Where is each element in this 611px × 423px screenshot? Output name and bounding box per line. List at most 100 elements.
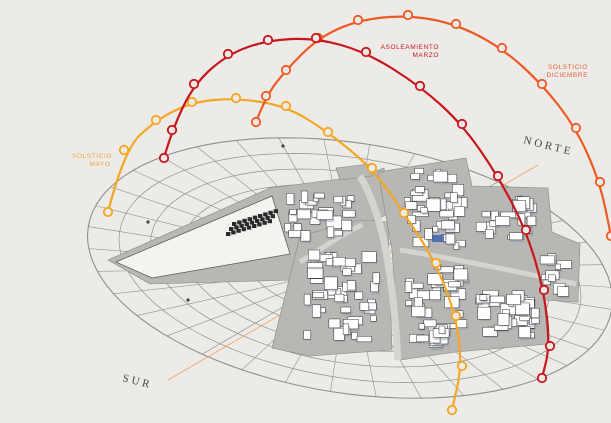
sun-hour-marker xyxy=(430,257,442,269)
building-roof xyxy=(325,258,333,266)
greenhouse-cell xyxy=(249,220,255,225)
building-roof xyxy=(555,263,561,270)
greenhouse-cell xyxy=(260,217,265,222)
sun-hour-marker xyxy=(536,78,548,90)
building-roof xyxy=(426,198,441,212)
greenhouse-cell xyxy=(263,212,268,217)
grid-marker-dot xyxy=(186,298,190,302)
sun-hour-marker xyxy=(118,144,130,156)
cross-road xyxy=(298,222,364,265)
building-roof xyxy=(333,196,344,203)
greenhouse-cell xyxy=(262,220,267,225)
building-roof xyxy=(307,262,323,269)
building-roof xyxy=(296,209,311,220)
building-roof xyxy=(346,280,356,291)
sun-hour-marker xyxy=(188,78,200,90)
sun-hour-marker xyxy=(102,206,114,218)
building-roof xyxy=(432,226,439,233)
grid-marker-dot xyxy=(146,220,150,224)
sun-hour-marker xyxy=(352,14,364,26)
building-roof xyxy=(301,190,308,203)
building-roof xyxy=(405,201,418,210)
building-roof xyxy=(351,331,358,340)
label-asoleamiento-marzo-line2: MARZO xyxy=(413,52,439,59)
building-roof xyxy=(412,237,430,248)
building-roof xyxy=(526,215,537,226)
sun-hour-marker xyxy=(360,46,372,58)
sun-hour-marker xyxy=(450,310,462,322)
building-roof xyxy=(342,268,352,276)
building-roof xyxy=(479,294,488,301)
building-roof xyxy=(288,230,301,238)
building-roof xyxy=(482,327,498,337)
building-roof xyxy=(313,192,325,199)
building-roof xyxy=(411,305,426,317)
sun-hour-marker xyxy=(492,170,504,182)
sun-hour-marker xyxy=(250,116,262,128)
greenhouse-cell xyxy=(231,230,236,235)
building-roof xyxy=(453,268,469,281)
greenhouse-cell xyxy=(244,222,249,227)
building-roof xyxy=(370,315,377,322)
building-roof xyxy=(404,281,412,293)
building-roof xyxy=(495,216,511,226)
building-roof xyxy=(356,335,372,343)
building-roof xyxy=(418,323,425,330)
building-roof xyxy=(453,206,465,217)
sun-hour-marker xyxy=(262,34,274,46)
greenhouse-cell xyxy=(229,227,234,231)
building-roof xyxy=(490,295,505,303)
building-roof xyxy=(441,220,455,230)
building-roof xyxy=(361,251,377,263)
greenhouse-cell xyxy=(257,222,262,227)
building-roof xyxy=(519,315,531,321)
sun-hour-marker xyxy=(402,9,414,21)
building-roof xyxy=(481,211,491,218)
building-roof xyxy=(490,210,499,221)
building-roof xyxy=(289,209,297,215)
building-roof xyxy=(309,278,324,284)
sun-hour-marker xyxy=(456,118,468,130)
greenhouse-cell xyxy=(258,214,263,218)
building-roof xyxy=(341,219,352,231)
greenhouse-cell xyxy=(232,222,237,226)
sun-hour-marker xyxy=(186,96,198,108)
label-solsticio-mayo-line2: MAYO xyxy=(89,161,110,168)
building-roof xyxy=(286,193,295,205)
building-roof xyxy=(456,319,468,328)
sun-hour-marker xyxy=(366,162,378,174)
sun-hour-marker xyxy=(414,80,426,92)
building-roof xyxy=(359,302,370,311)
greenhouse-cell xyxy=(242,218,247,223)
building-roof xyxy=(448,281,461,288)
sun-hour-marker xyxy=(310,32,322,44)
building-roof xyxy=(303,293,311,306)
building-roof xyxy=(324,276,338,290)
greenhouse-cell xyxy=(267,219,272,224)
building-roof xyxy=(412,211,429,217)
building-roof xyxy=(328,318,341,329)
building-roof xyxy=(497,313,510,326)
building-roof xyxy=(432,170,448,183)
sun-hour-marker xyxy=(536,372,548,384)
open-land-plot xyxy=(115,195,291,279)
building-roof xyxy=(518,326,531,338)
building-roof xyxy=(340,306,352,314)
main-road xyxy=(356,174,402,361)
grid-marker-dot xyxy=(281,144,285,148)
building-roof xyxy=(342,323,350,335)
building-roof xyxy=(346,195,355,202)
building-roof xyxy=(411,282,424,289)
building-roof xyxy=(460,197,468,208)
building-roof xyxy=(312,292,324,298)
greenhouse-cell xyxy=(226,232,231,236)
building-roof xyxy=(515,302,530,315)
sun-hour-marker xyxy=(150,114,162,126)
sun-hour-marker xyxy=(496,42,508,54)
greenhouse-cell xyxy=(252,215,258,220)
direction-norte: NORTE xyxy=(522,134,574,158)
sun-hour-marker xyxy=(450,18,462,30)
greenhouse-cell xyxy=(239,223,244,228)
label-asoleamiento-marzo-line1: ASOLEAMIENTO xyxy=(381,44,439,51)
